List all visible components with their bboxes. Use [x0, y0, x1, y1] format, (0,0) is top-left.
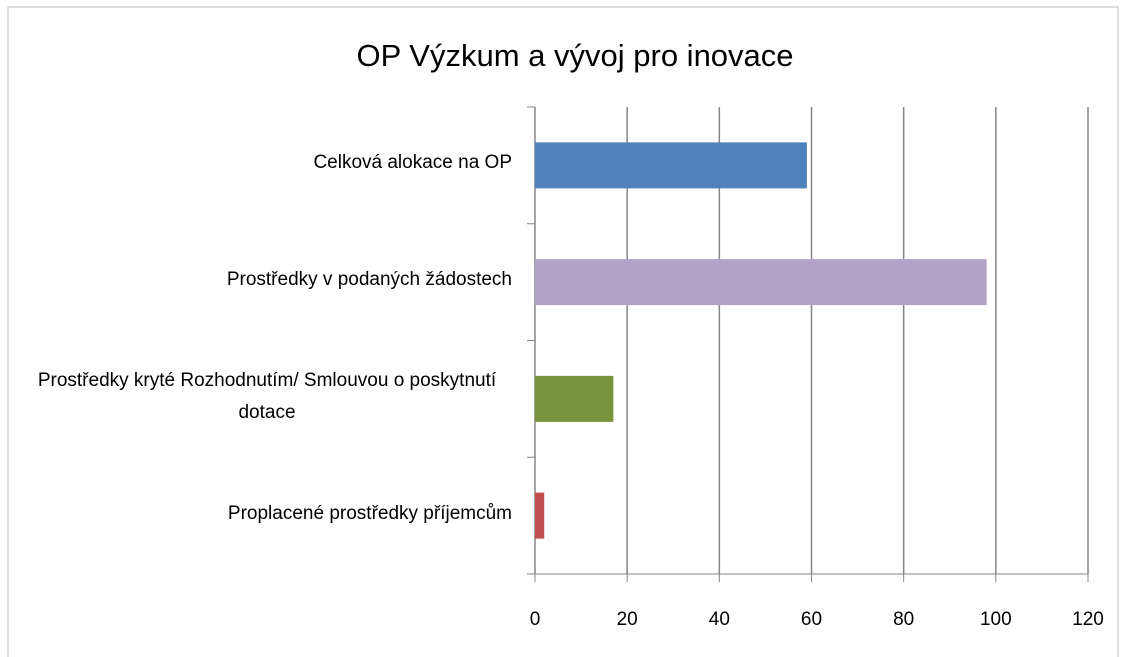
chart-title: OP Výzkum a vývoj pro inovace — [356, 38, 793, 73]
x-tick-label: 80 — [893, 609, 914, 630]
y-tick-label: Celková alokace na OP — [313, 152, 512, 174]
x-tick-label: 60 — [801, 609, 822, 630]
bar — [535, 375, 614, 422]
x-tick-label: 0 — [530, 609, 541, 630]
bar — [535, 259, 987, 306]
x-tick-label: 100 — [980, 609, 1012, 630]
bar — [535, 492, 545, 539]
y-tick-label: Proplacené prostředky příjemcům — [227, 502, 512, 524]
x-tick-label: 40 — [709, 609, 730, 630]
x-tick-label: 20 — [617, 609, 638, 630]
x-tick-label: 120 — [1072, 609, 1104, 630]
chart-border — [7, 6, 1119, 657]
y-tick-label: Prostředky v podaných žádostech — [226, 269, 512, 291]
bar — [535, 142, 807, 189]
y-tick-label: Prostředky kryté Rozhodnutím/ Smlouvou o… — [37, 369, 497, 423]
